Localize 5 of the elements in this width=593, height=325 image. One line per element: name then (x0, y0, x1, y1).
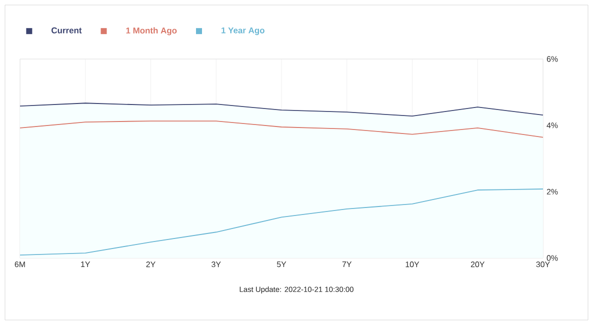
legend-label: 1 Year Ago (222, 27, 264, 36)
legend-label: Current (52, 27, 82, 34)
line-series (20, 188, 543, 256)
line-series (20, 120, 543, 138)
legend-label: 1 Month Ago (126, 27, 177, 36)
